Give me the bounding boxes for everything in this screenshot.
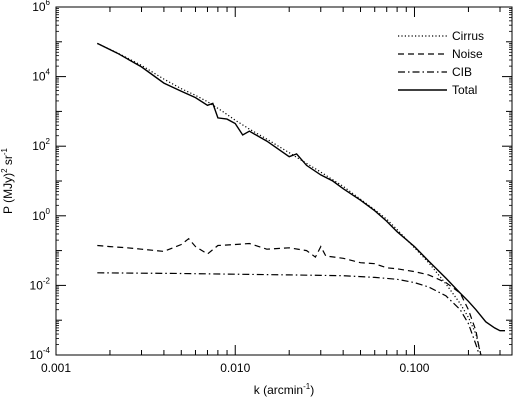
series-noise [97,237,482,356]
x-tick-label: 0.001 [41,361,71,375]
x-tick-label: 0.100 [399,361,429,375]
legend-label-cirrus: Cirrus [452,29,484,43]
y-tick-label: 106 [32,0,50,14]
legend: Cirrus Noise CIB Total [398,29,484,97]
y-tick-label: 100 [32,207,50,223]
x-tick-label: 0.010 [220,361,250,375]
y-tick-label: 10-4 [30,346,51,362]
y-tick-label: 102 [32,137,50,153]
series-cib [97,272,480,356]
axis-ticks [55,6,512,356]
legend-label-cib: CIB [452,65,472,79]
series-total [96,42,505,332]
x-axis-label: k (arcmin-1) [254,382,314,397]
series-lines [96,42,505,356]
legend-label-total: Total [452,83,477,97]
y-tick-label: 104 [32,68,50,84]
y-tick-label: 10-2 [30,276,51,292]
tick-labels: 0.001 0.010 0.100 10-4 10-2 100 102 104 106 [30,0,430,375]
series-cirrus [97,42,482,356]
y-axis-label: P (MJy)2 sr-1 [0,147,15,214]
plot-frame [55,6,513,356]
legend-label-noise: Noise [452,47,483,61]
